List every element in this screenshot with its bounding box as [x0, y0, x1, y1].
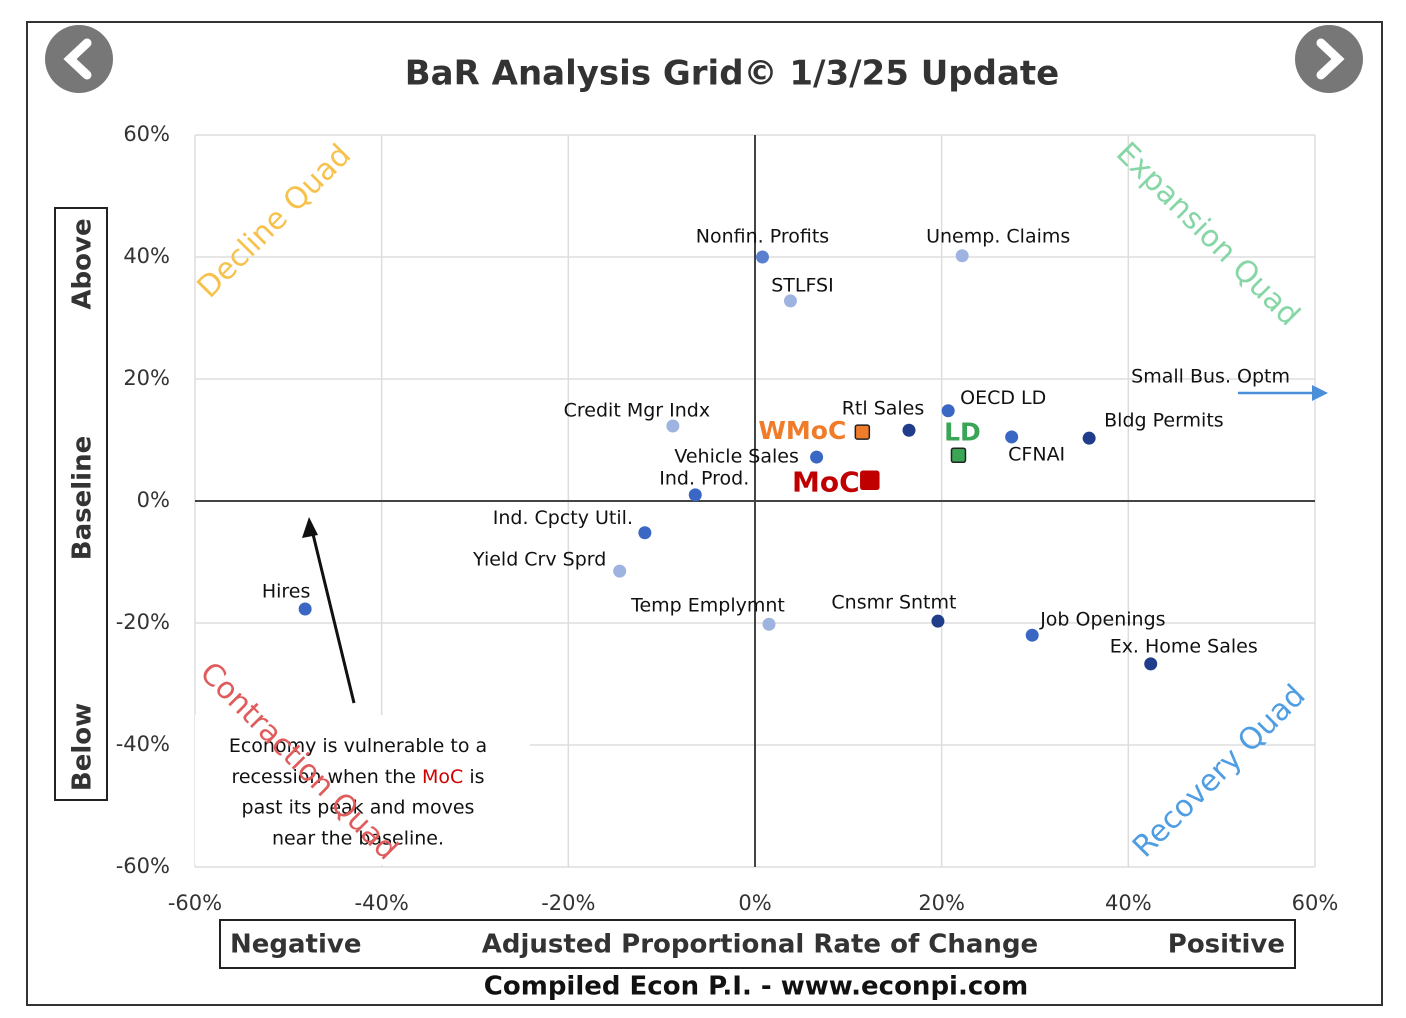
point	[902, 423, 916, 437]
annotation-part: MoC	[422, 766, 463, 788]
annotation-arrowhead	[302, 517, 318, 538]
y-tick-label: 40%	[123, 244, 170, 268]
y-tick-label: 0%	[137, 488, 170, 512]
source: Compiled Econ P.I. - www.econpi.com	[484, 972, 1028, 1002]
annotation-line: recession when the MoC is	[231, 766, 484, 788]
point	[298, 602, 312, 616]
y-tick-label: -60%	[116, 854, 170, 878]
point	[1025, 628, 1039, 642]
offscale-label: Small Bus. Optm	[1131, 366, 1290, 388]
x-tick-label: 20%	[918, 891, 965, 915]
point-label: Ex. Home Sales	[1110, 635, 1258, 657]
quadrant-label: Decline Quad	[191, 138, 358, 305]
point-label: CFNAI	[1008, 443, 1065, 465]
point	[783, 294, 797, 308]
point-label: Unemp. Claims	[926, 225, 1070, 247]
marker-label: LD	[944, 417, 981, 446]
x-tick-label: -20%	[541, 891, 595, 915]
point	[762, 617, 776, 631]
point	[810, 450, 824, 464]
plot: -60% -40% -20% 0% 20% 40% 60% -60% -40% -20% 0% 20%…	[116, 122, 1339, 915]
annotation-line: Economy is vulnerable to a	[229, 735, 487, 757]
x-tick-label: 0%	[738, 891, 771, 915]
y-label-bottom: Below	[68, 703, 98, 791]
marker	[860, 470, 880, 491]
marker	[950, 447, 967, 463]
x-tick-label: 60%	[1292, 891, 1339, 915]
point-label: Ind. Cpcty Util.	[493, 507, 633, 529]
point-label: OECD LD	[960, 387, 1046, 409]
point-label: Cnsmr Sntmt	[831, 592, 956, 614]
quadrant-label: Expansion Quad	[1109, 136, 1306, 333]
y-tick-label: -20%	[116, 610, 170, 634]
y-tick-label: -40%	[116, 732, 170, 756]
prev-chevron	[63, 38, 92, 80]
point-label: Nonfin. Profits	[696, 226, 829, 248]
point-label: Ind. Prod.	[659, 467, 749, 489]
marker-label: WMoC	[758, 416, 846, 445]
y-tick-label: 60%	[123, 122, 170, 146]
x-tick-label: -40%	[355, 891, 409, 915]
point	[638, 526, 652, 540]
point-label: Hires	[262, 580, 311, 602]
point	[1005, 430, 1019, 444]
point-label: Job Openings	[1039, 609, 1165, 631]
y-label-box	[54, 207, 108, 801]
point-label: Bldg Permits	[1104, 410, 1224, 432]
prev-button[interactable]	[45, 25, 113, 93]
point	[613, 564, 627, 578]
annotation-part: Economy is vulnerable to a	[229, 735, 487, 757]
annotation-arrow	[310, 529, 356, 704]
point-label: Vehicle Sales	[674, 446, 799, 468]
point-label: Temp Emplymnt	[630, 595, 785, 617]
y-label-top: Above	[68, 218, 98, 309]
x-label-center: Adjusted Proportional Rate of Change	[482, 930, 1038, 960]
point	[666, 419, 680, 433]
y-label-middle: Baseline	[68, 436, 98, 560]
point-label: Credit Mgr Indx	[564, 399, 710, 421]
marker	[854, 424, 871, 440]
y-tick-label: 20%	[123, 366, 170, 390]
annotation-line: past its peak and moves	[242, 797, 475, 819]
x-label-left: Negative	[230, 930, 361, 960]
point	[1082, 431, 1096, 445]
next-chevron	[1316, 38, 1345, 80]
frame	[26, 21, 1383, 1006]
offscale-arrowhead	[1312, 385, 1328, 402]
annotation-line: near the baseline.	[272, 828, 444, 850]
chart-title: BaR Analysis Grid© 1/3/25 Update	[405, 54, 1059, 94]
point	[1144, 657, 1158, 671]
marker-label: MoC	[792, 465, 860, 498]
point-label: Rtl Sales	[842, 398, 925, 420]
point-label: Yield Crv Sprd	[472, 549, 606, 571]
x-tick-label: 40%	[1105, 891, 1152, 915]
point-label: STLFSI	[771, 274, 834, 296]
quadrant-label: Recovery Quad	[1126, 678, 1312, 864]
annotation-bg	[195, 715, 530, 865]
point	[931, 614, 945, 628]
x-label-box	[219, 919, 1296, 969]
x-tick-label: -60%	[168, 891, 222, 915]
x-label-right: Positive	[1168, 930, 1285, 960]
annotation-part: is	[463, 766, 484, 788]
next-circle	[1295, 25, 1363, 93]
point	[955, 249, 969, 263]
point	[688, 488, 702, 502]
point	[755, 250, 769, 264]
annotation-part: recession when the	[231, 766, 422, 788]
next-button[interactable]	[1295, 25, 1363, 93]
prev-circle	[45, 25, 113, 93]
point	[941, 404, 955, 418]
